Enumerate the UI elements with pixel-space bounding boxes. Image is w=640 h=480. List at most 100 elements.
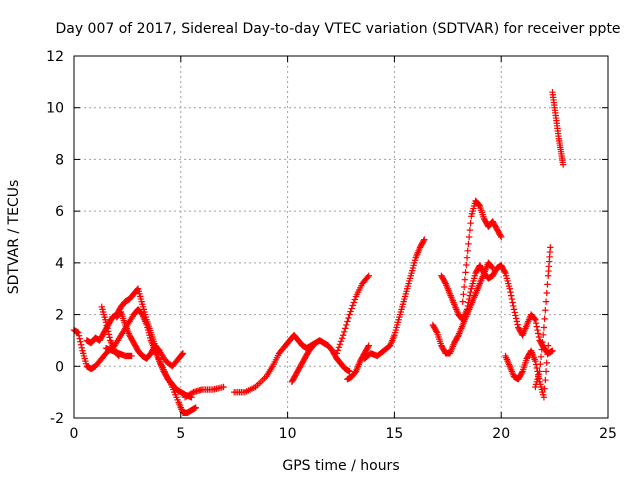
data-point	[506, 285, 513, 292]
data-point	[309, 343, 316, 350]
data-point	[541, 385, 548, 392]
data-point	[538, 346, 545, 353]
data-point	[465, 295, 473, 303]
data-point	[537, 360, 544, 368]
data-point	[364, 343, 372, 351]
y-axis-label: SDTVAR / TECUs	[6, 180, 22, 295]
data-point	[104, 325, 111, 332]
data-point	[535, 333, 543, 341]
data-point	[542, 307, 549, 314]
data-point	[533, 364, 540, 372]
series-segment-4	[113, 308, 187, 370]
data-point	[463, 254, 471, 261]
chart-title: Day 007 of 2017, Sidereal Day-to-day VTE…	[55, 21, 620, 37]
data-point	[466, 292, 474, 299]
data-point	[464, 302, 471, 310]
data-point	[465, 233, 473, 241]
data-point	[365, 342, 372, 349]
data-point	[497, 232, 504, 239]
data-point	[509, 299, 516, 306]
data-point	[544, 281, 551, 288]
data-point	[537, 353, 545, 361]
data-point	[532, 319, 540, 327]
x-tick-label: 5	[176, 426, 185, 442]
data-point	[337, 338, 345, 345]
data-point	[536, 368, 543, 375]
y-tick-label: 0	[55, 359, 64, 375]
data-point	[78, 344, 86, 351]
data-point	[350, 299, 358, 306]
data-point	[128, 352, 135, 360]
data-point	[512, 312, 519, 319]
data-point	[462, 269, 469, 276]
plot-frame	[73, 55, 609, 419]
series-segment-13	[438, 262, 505, 323]
series-segment-9	[344, 342, 372, 383]
series-segment-1	[70, 306, 199, 417]
data-point	[335, 344, 343, 351]
data-point	[310, 342, 317, 349]
data-point	[461, 276, 469, 283]
data-point	[102, 319, 110, 326]
data-point	[459, 298, 466, 305]
y-tick-labels: -2 0 2 4 6 8 10 12	[46, 49, 64, 427]
data-point	[106, 334, 113, 341]
data-point	[508, 295, 516, 303]
data-point	[351, 296, 359, 303]
data-points	[70, 89, 567, 417]
data-point	[531, 315, 538, 323]
data-point	[541, 315, 548, 323]
series-segment-16	[502, 342, 552, 401]
data-point	[420, 237, 427, 245]
data-point	[475, 201, 483, 209]
series-segment-14	[459, 197, 505, 305]
y-tick-label: 6	[55, 204, 64, 220]
data-point	[77, 341, 85, 348]
data-point	[514, 321, 521, 328]
data-point	[507, 292, 515, 299]
data-point	[460, 283, 468, 291]
data-point	[179, 350, 187, 357]
data-point	[467, 288, 474, 296]
data-point	[188, 389, 196, 397]
y-tick-label: 2	[55, 308, 64, 324]
data-point	[464, 247, 471, 254]
data-point	[460, 291, 467, 298]
x-tick-label: 25	[599, 426, 617, 442]
data-point	[532, 357, 539, 365]
data-point	[364, 273, 371, 281]
data-point	[544, 342, 552, 349]
data-point	[441, 279, 449, 286]
data-point	[346, 368, 353, 375]
series-segment-2	[83, 285, 195, 401]
data-point	[466, 226, 474, 234]
data-point	[535, 330, 542, 337]
data-point	[77, 338, 84, 345]
x-axis-label: GPS time / hours	[282, 458, 399, 474]
data-point	[542, 368, 550, 375]
data-point	[540, 331, 547, 339]
series-segment-11	[361, 236, 428, 362]
series-segment-15	[498, 262, 556, 357]
x-tick-label: 20	[492, 426, 510, 442]
data-point	[341, 328, 348, 336]
data-point	[534, 326, 541, 334]
data-point	[336, 341, 344, 348]
series-segment-7	[231, 332, 353, 396]
y-tick-label: 4	[55, 256, 64, 272]
data-point	[518, 369, 526, 376]
series-segment-5	[102, 344, 135, 360]
data-point	[539, 338, 546, 346]
data-point	[498, 233, 505, 241]
data-point	[339, 332, 347, 339]
data-point	[532, 316, 539, 323]
data-point	[433, 328, 440, 335]
series-segment-17	[532, 244, 554, 391]
y-tick-label: 12	[46, 49, 64, 65]
data-point	[421, 236, 428, 243]
y-tick-label: 8	[55, 152, 64, 168]
data-point	[192, 404, 199, 411]
data-point	[342, 325, 349, 332]
data-point	[549, 347, 556, 354]
data-point	[103, 322, 110, 329]
